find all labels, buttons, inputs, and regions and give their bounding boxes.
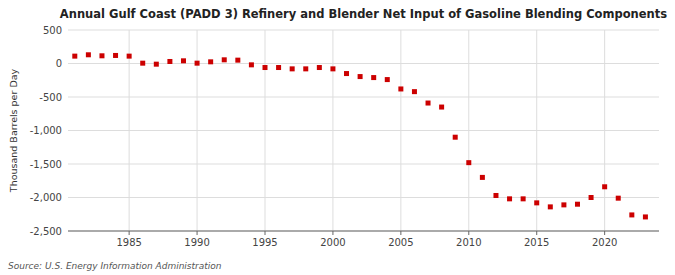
point bbox=[290, 66, 295, 71]
point bbox=[154, 62, 159, 67]
point bbox=[208, 59, 213, 64]
point bbox=[235, 58, 240, 63]
x-tick-label: 2005 bbox=[388, 237, 413, 248]
x-grid-line bbox=[468, 30, 469, 231]
point bbox=[575, 202, 580, 207]
x-tick bbox=[536, 231, 537, 235]
point bbox=[385, 77, 390, 82]
point bbox=[439, 105, 444, 110]
x-tick-label: 2020 bbox=[592, 237, 617, 248]
point bbox=[561, 202, 566, 207]
x-tick-label: 1990 bbox=[184, 237, 209, 248]
x-tick bbox=[332, 231, 333, 235]
x-tick bbox=[129, 231, 130, 235]
y-grid-line bbox=[68, 164, 659, 165]
x-tick-label: 2015 bbox=[524, 237, 549, 248]
x-tick bbox=[468, 231, 469, 235]
y-grid-line bbox=[68, 197, 659, 198]
y-tick-label: -2,500 bbox=[30, 226, 62, 237]
point bbox=[507, 196, 512, 201]
x-grid-line bbox=[129, 30, 130, 231]
y-tick-label: 500 bbox=[43, 25, 62, 36]
x-tick bbox=[604, 231, 605, 235]
x-tick-label: 2000 bbox=[320, 237, 345, 248]
x-tick-label: 1985 bbox=[116, 237, 141, 248]
point bbox=[72, 54, 77, 59]
point bbox=[466, 160, 471, 165]
x-tick-label: 1995 bbox=[252, 237, 277, 248]
x-tick bbox=[197, 231, 198, 235]
point bbox=[127, 54, 132, 59]
point bbox=[548, 204, 553, 209]
x-grid-line bbox=[332, 30, 333, 231]
source-note: Source: U.S. Energy Information Administ… bbox=[8, 261, 222, 271]
point bbox=[249, 62, 254, 67]
point bbox=[398, 86, 403, 91]
y-tick-label: -1,000 bbox=[30, 125, 62, 136]
point bbox=[602, 184, 607, 189]
point bbox=[426, 101, 431, 106]
grid bbox=[68, 30, 659, 231]
point bbox=[480, 175, 485, 180]
point bbox=[616, 196, 621, 201]
x-tick-label: 2010 bbox=[456, 237, 481, 248]
point bbox=[195, 61, 200, 66]
y-grid-line bbox=[68, 97, 659, 98]
point bbox=[263, 65, 268, 70]
point bbox=[534, 200, 539, 205]
point bbox=[493, 193, 498, 198]
y-grid-line bbox=[68, 30, 659, 31]
x-axis-line bbox=[68, 231, 659, 232]
point bbox=[113, 53, 118, 58]
point bbox=[453, 135, 458, 140]
point bbox=[317, 65, 322, 70]
y-tick-label: 0 bbox=[56, 58, 62, 69]
x-grid-line bbox=[197, 30, 198, 231]
x-grid-line bbox=[265, 30, 266, 231]
y-tick-label: -2,000 bbox=[30, 192, 62, 203]
x-tick bbox=[400, 231, 401, 235]
title: Annual Gulf Coast (PADD 3) Refinery and … bbox=[60, 7, 667, 21]
point bbox=[86, 52, 91, 57]
points bbox=[72, 52, 648, 219]
point bbox=[521, 196, 526, 201]
point bbox=[358, 74, 363, 79]
x-grid-line bbox=[400, 30, 401, 231]
point bbox=[276, 65, 281, 70]
point bbox=[140, 61, 145, 66]
point bbox=[99, 53, 104, 58]
point bbox=[303, 66, 308, 71]
point bbox=[181, 58, 186, 63]
point bbox=[344, 71, 349, 76]
x-tick bbox=[265, 231, 266, 235]
point bbox=[629, 212, 634, 217]
y-tick-label: -1,500 bbox=[30, 159, 62, 170]
point bbox=[412, 89, 417, 94]
point bbox=[167, 59, 172, 64]
y-tick-label: -500 bbox=[39, 92, 62, 103]
y-axis-label: Thousand Barrels per Day bbox=[8, 68, 19, 193]
background bbox=[0, 0, 675, 275]
point bbox=[371, 75, 376, 80]
y-grid-line bbox=[68, 231, 659, 232]
point bbox=[589, 195, 594, 200]
point bbox=[643, 214, 648, 219]
point bbox=[222, 57, 227, 62]
point bbox=[330, 66, 335, 71]
x-grid-line bbox=[604, 30, 605, 231]
y-grid-line bbox=[68, 130, 659, 131]
